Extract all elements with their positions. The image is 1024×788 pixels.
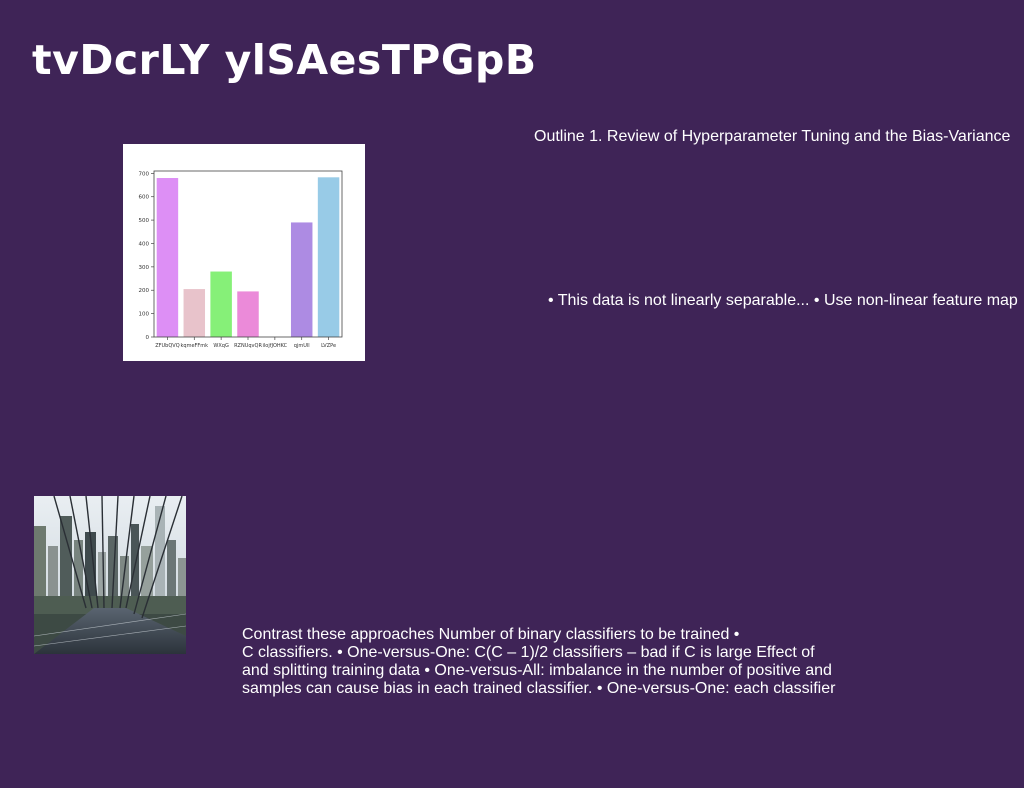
bar-ZFUbQVQ	[156, 178, 179, 337]
x-tick-label: kqmeFFmk	[181, 343, 209, 349]
outline-text: Outline 1. Review of Hyperparameter Tuni…	[534, 128, 1011, 145]
y-tick-label: 0	[146, 335, 150, 341]
contrast-line: and splitting training data • One-versus…	[242, 662, 832, 679]
y-tick-label: 300	[139, 265, 150, 271]
bar-qjmUll	[290, 222, 313, 337]
contrast-line: samples can cause bias in each trained c…	[242, 680, 836, 697]
x-tick-label: RZNUqvQR	[234, 343, 262, 349]
separability-bullets: • This data is not linearly separable...…	[548, 292, 1018, 309]
slide-title: tvDcrLY ylSAesTPGpB	[32, 36, 537, 84]
city-skyline-photo	[34, 496, 186, 654]
bar-series	[156, 177, 340, 337]
bar-kqmeFFmk	[183, 289, 206, 337]
city-skyline-image	[34, 496, 186, 654]
bar-LVZPe	[317, 177, 340, 337]
y-tick-label: 400	[139, 241, 150, 247]
y-tick-label: 700	[139, 171, 150, 177]
bar-WXqG	[210, 271, 232, 337]
contrast-paragraph: Contrast these approaches Number of bina…	[242, 626, 842, 698]
y-tick-label: 500	[139, 218, 150, 224]
bar-chart-svg: 0 100 200 300 400 500 600 700 ZFUbQVQ kqmeFFmk WX…	[139, 170, 343, 349]
contrast-line: C classifiers. • One-versus-One: C(C – 1…	[242, 644, 815, 661]
contrast-line: Contrast these approaches Number of bina…	[242, 626, 740, 643]
bar-chart: 0 100 200 300 400 500 600 700 ZFUbQVQ kqmeFFmk WX…	[123, 144, 365, 361]
x-tick-label: LVZPe	[321, 343, 336, 349]
x-tick-label: WXqG	[213, 343, 229, 349]
x-tick-label: ZFUbQVQ	[155, 343, 179, 349]
x-tick-label: ilojfJOHKC	[263, 343, 288, 349]
y-tick-label: 200	[139, 288, 150, 294]
plot-frame	[153, 170, 343, 338]
y-axis: 0 100 200 300 400 500 600 700	[139, 171, 154, 341]
x-tick-label: qjmUll	[294, 343, 310, 349]
bar-RZNUqvQR	[237, 291, 259, 337]
y-tick-label: 600	[139, 195, 150, 201]
x-axis: ZFUbQVQ kqmeFFmk WXqG RZNUqvQR ilojfJOHKC qjm…	[155, 337, 336, 349]
y-tick-label: 100	[139, 312, 150, 318]
